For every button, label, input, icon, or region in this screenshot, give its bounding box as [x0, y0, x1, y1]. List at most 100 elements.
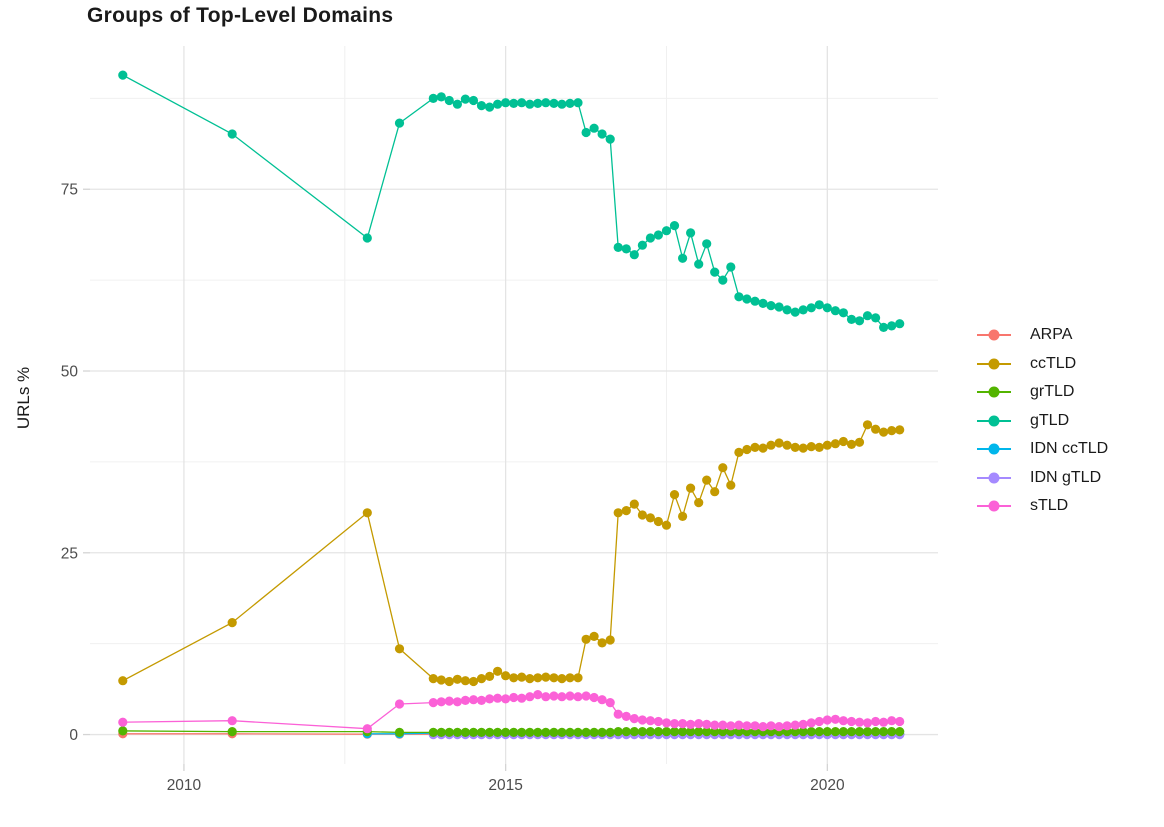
legend-key-icon: [977, 499, 1011, 513]
data-point: [428, 93, 438, 103]
data-point: [830, 714, 841, 724]
x-tick-label: 2020: [810, 777, 845, 794]
data-point: [838, 308, 849, 318]
data-point: [838, 727, 849, 737]
data-point: [814, 727, 824, 737]
data-point: [509, 98, 519, 108]
data-point: [597, 638, 607, 648]
data-point: [485, 727, 495, 738]
data-point: [362, 724, 372, 734]
data-point: [669, 490, 680, 500]
legend-key-icon: [977, 357, 1011, 371]
data-point: [525, 727, 535, 738]
data-point: [830, 306, 841, 316]
data-point: [541, 672, 551, 682]
data-point: [895, 727, 905, 737]
data-point: [895, 716, 905, 727]
data-point: [645, 727, 656, 737]
legend-item-ARPA: ARPA: [977, 321, 1108, 350]
data-point: [838, 436, 849, 447]
data-point: [645, 513, 656, 523]
legend-label: ARPA: [1030, 326, 1073, 344]
data-point: [806, 303, 816, 313]
data-point: [549, 673, 559, 683]
data-point: [734, 447, 744, 457]
legend-item-gTLD: gTLD: [977, 407, 1108, 436]
data-point: [629, 250, 639, 260]
data-point: [581, 127, 591, 138]
data-point: [581, 727, 591, 738]
legend-label: sTLD: [1030, 497, 1069, 515]
data-point: [790, 442, 800, 452]
data-point: [678, 253, 688, 263]
data-point: [436, 697, 446, 707]
data-point: [227, 129, 237, 139]
data-point: [879, 717, 889, 727]
data-point: [565, 673, 575, 683]
data-point: [758, 298, 768, 308]
data-point: [452, 674, 462, 684]
data-point: [501, 694, 511, 704]
data-point: [118, 726, 128, 736]
data-point: [814, 716, 824, 727]
data-point: [621, 727, 631, 737]
data-point: [629, 499, 639, 509]
data-point: [766, 301, 776, 311]
legend: ARPA ccTLD grTLD gTLD IDN ccTLD IDN gTLD sTLD: [977, 321, 1108, 521]
data-point: [501, 98, 511, 108]
data-point: [637, 727, 648, 737]
data-point: [710, 267, 720, 277]
data-point: [830, 439, 841, 449]
data-point: [718, 275, 728, 285]
data-point: [541, 727, 551, 738]
data-point: [629, 727, 639, 737]
data-point: [871, 313, 881, 323]
data-point: [613, 242, 623, 252]
data-point: [517, 693, 527, 703]
data-point: [621, 711, 631, 722]
data-point: [669, 221, 680, 231]
legend-label: grTLD: [1030, 383, 1075, 401]
data-point: [605, 134, 615, 144]
data-point: [742, 444, 752, 455]
series-ccTLD: [118, 420, 905, 687]
data-point: [798, 719, 808, 730]
data-point: [452, 99, 462, 109]
data-point: [549, 98, 559, 108]
data-point: [686, 727, 696, 737]
legend-item-grTLD: grTLD: [977, 378, 1108, 407]
data-point: [227, 618, 237, 628]
legend-key-icon: [977, 385, 1011, 399]
data-point: [814, 300, 824, 310]
y-tick-label: 0: [69, 727, 78, 744]
chart-title: Groups of Top-Level Domains: [87, 4, 394, 27]
data-point: [637, 510, 648, 520]
legend-key-dot: [988, 472, 1000, 484]
data-point: [879, 322, 889, 332]
data-point: [694, 498, 704, 508]
data-point: [645, 233, 656, 243]
data-point: [637, 240, 648, 250]
data-point: [782, 721, 792, 731]
data-point: [846, 716, 857, 727]
data-point: [227, 716, 237, 726]
data-point: [485, 694, 495, 704]
data-point: [533, 690, 543, 700]
data-point: [476, 101, 487, 111]
data-point: [573, 98, 583, 108]
legend-key-icon: [977, 471, 1011, 485]
legend-label: gTLD: [1030, 411, 1070, 429]
data-point: [895, 425, 905, 435]
data-point: [774, 438, 784, 448]
data-point: [854, 316, 865, 326]
data-point: [501, 671, 511, 681]
data-point: [862, 727, 873, 737]
data-point: [862, 420, 873, 430]
data-point: [460, 94, 470, 104]
data-point: [702, 239, 712, 249]
data-point: [557, 692, 567, 702]
data-point: [879, 427, 889, 437]
legend-key-dot: [988, 415, 1000, 427]
data-point: [565, 691, 575, 701]
